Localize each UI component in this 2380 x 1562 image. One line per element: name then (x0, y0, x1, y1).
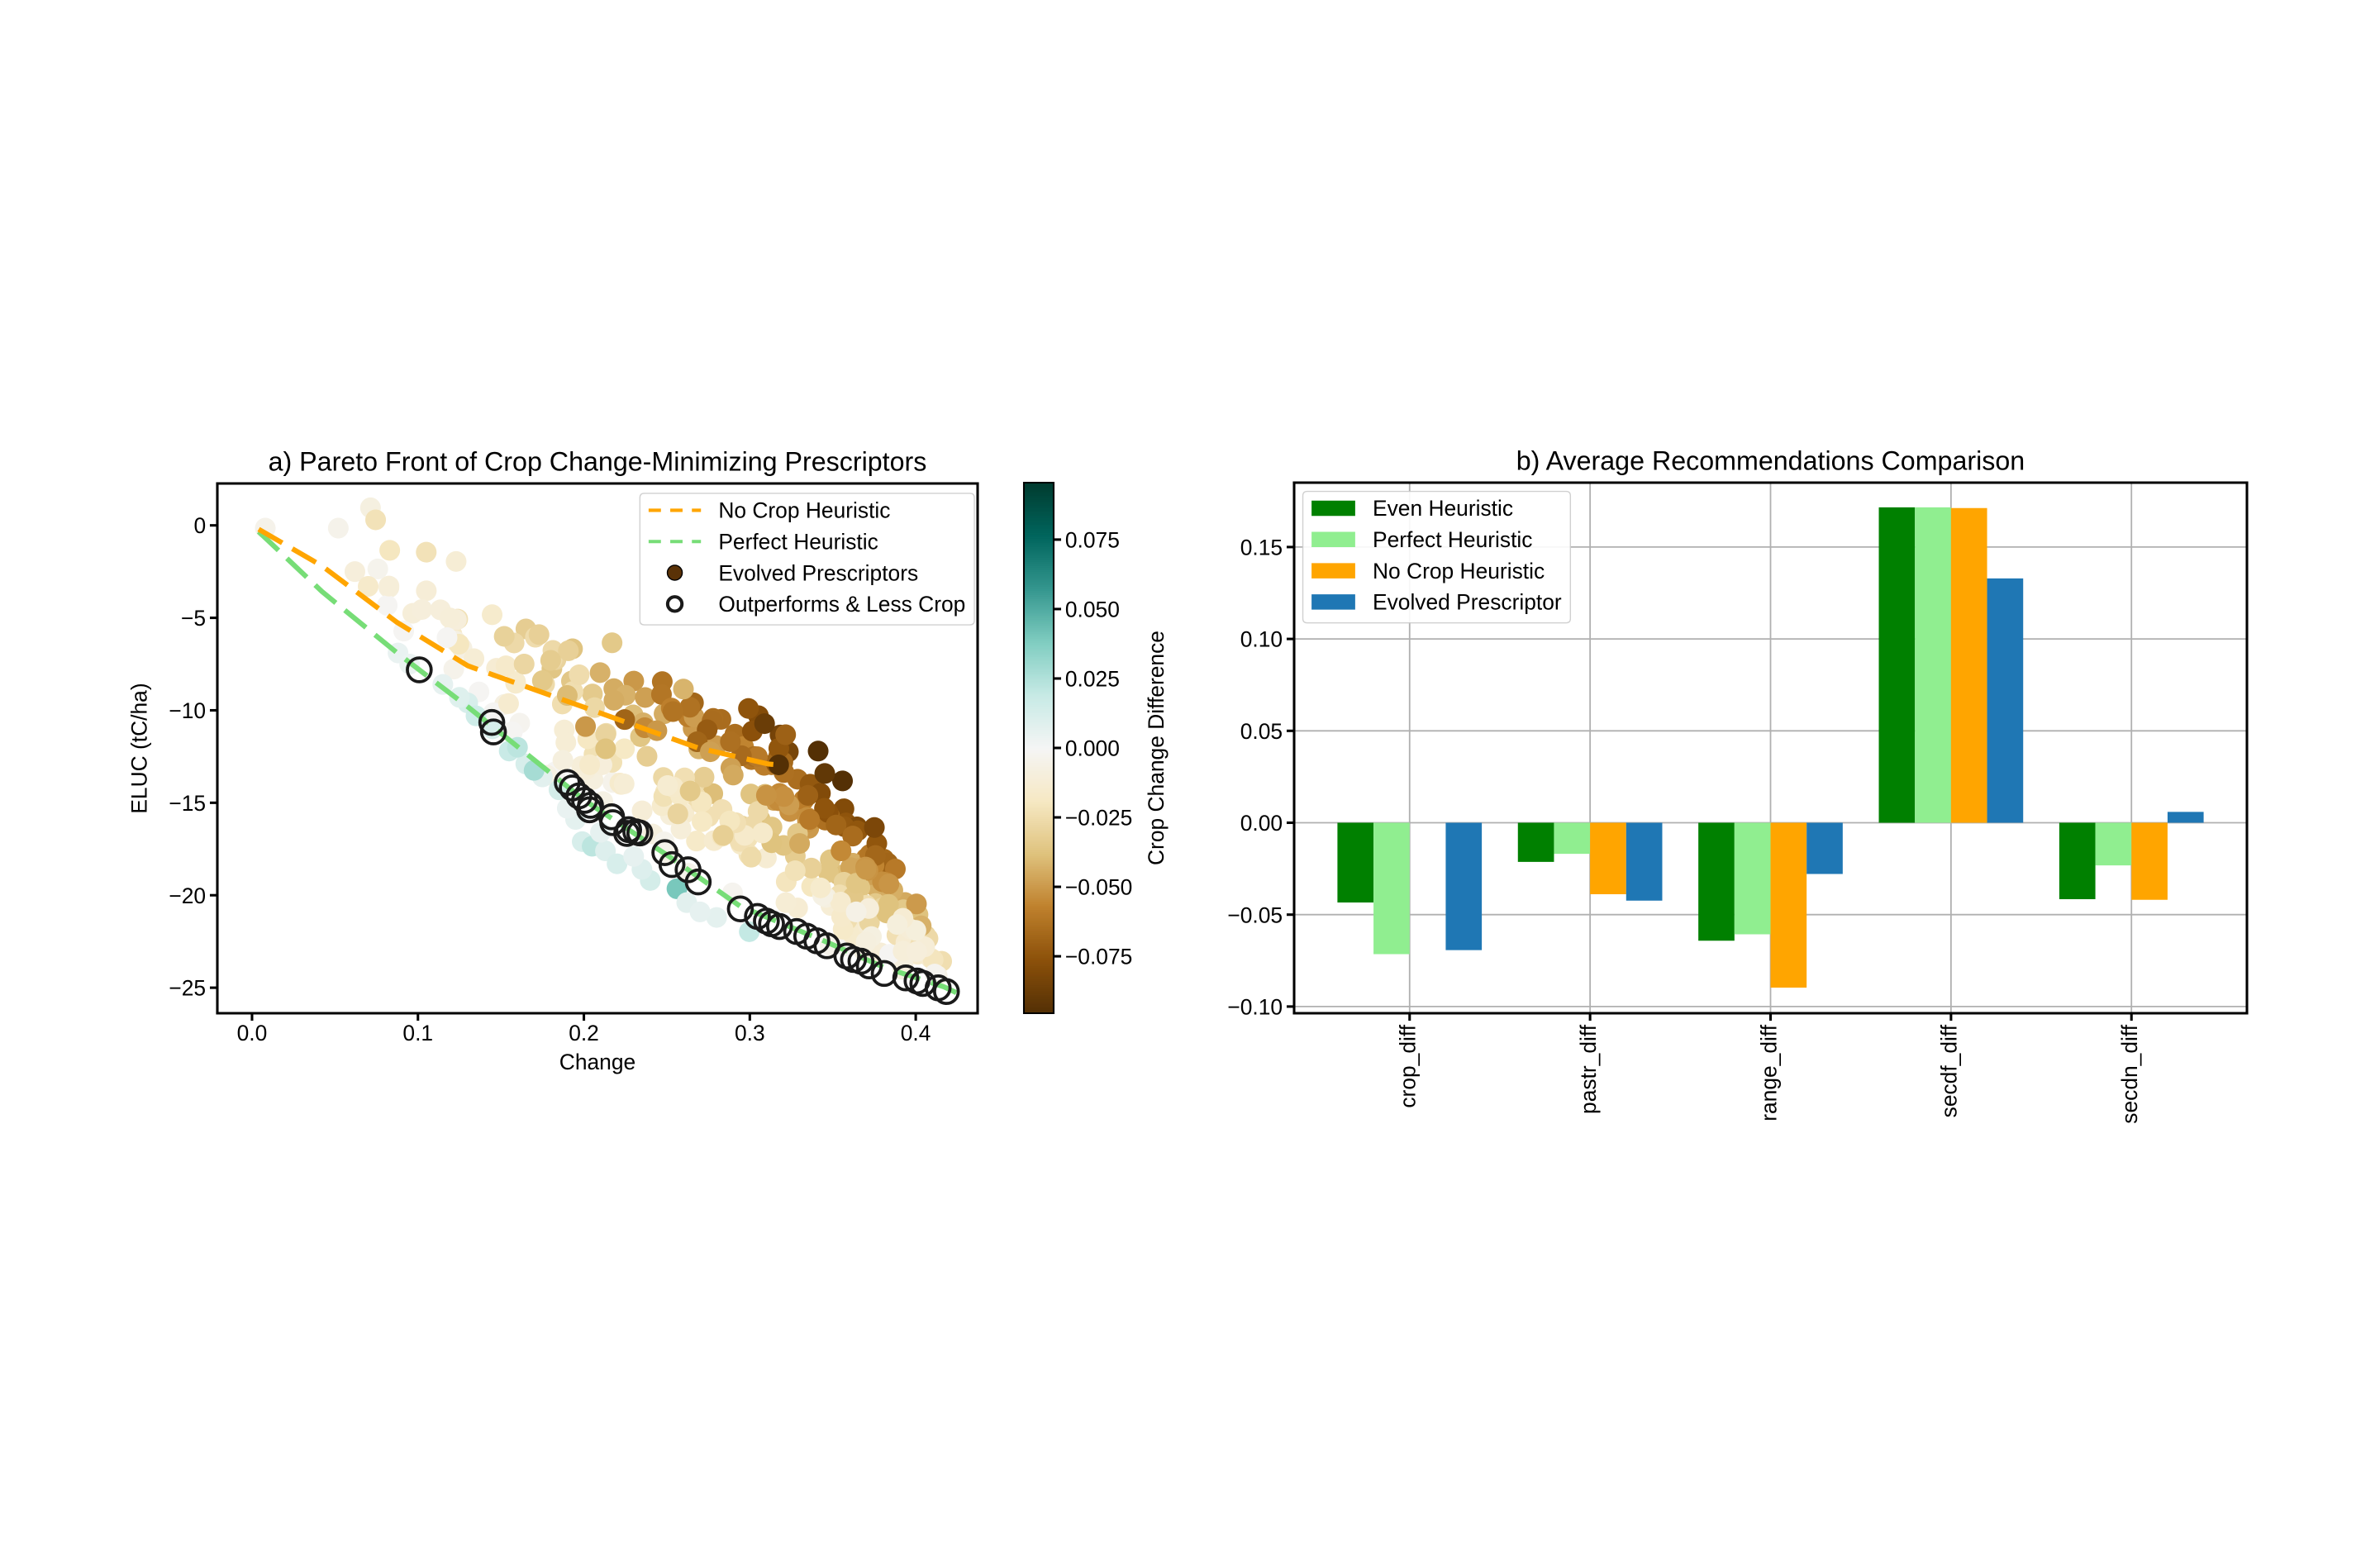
svg-text:a) Pareto Front of Crop Change: a) Pareto Front of Crop Change-Minimizin… (269, 447, 927, 477)
svg-text:Outperforms & Less Crop: Outperforms & Less Crop (718, 592, 965, 617)
svg-text:0.3: 0.3 (735, 1021, 765, 1045)
svg-text:Even Heuristic: Even Heuristic (1373, 496, 1513, 521)
svg-text:0.05: 0.05 (1240, 719, 1283, 744)
svg-text:0.000: 0.000 (1065, 736, 1120, 761)
svg-text:−0.050: −0.050 (1065, 875, 1132, 900)
svg-text:−0.05: −0.05 (1227, 902, 1283, 927)
svg-text:range_diff: range_diff (1756, 1024, 1781, 1121)
svg-text:0.4: 0.4 (901, 1021, 931, 1045)
svg-text:−20: −20 (169, 883, 206, 908)
svg-text:No Crop Heuristic: No Crop Heuristic (718, 498, 890, 523)
svg-text:−10: −10 (169, 698, 206, 723)
svg-text:−5: −5 (181, 606, 206, 631)
svg-text:Evolved Prescriptor: Evolved Prescriptor (1373, 590, 1562, 615)
svg-text:Crop Change Difference: Crop Change Difference (1144, 631, 1169, 865)
svg-text:0.1: 0.1 (402, 1021, 433, 1045)
svg-text:0.00: 0.00 (1240, 811, 1283, 836)
svg-text:0.10: 0.10 (1240, 627, 1283, 652)
svg-text:0.2: 0.2 (569, 1021, 599, 1045)
svg-text:−0.10: −0.10 (1227, 994, 1283, 1019)
svg-text:Change: Change (559, 1050, 635, 1074)
svg-text:b) Average Recommendations Com: b) Average Recommendations Comparison (1516, 446, 2025, 476)
svg-text:0.0: 0.0 (237, 1021, 268, 1045)
svg-text:Evolved Prescriptors: Evolved Prescriptors (718, 560, 918, 585)
svg-text:No Crop Heuristic: No Crop Heuristic (1373, 559, 1545, 583)
svg-text:0: 0 (193, 513, 206, 538)
svg-text:0.15: 0.15 (1240, 535, 1283, 560)
svg-text:0.025: 0.025 (1065, 667, 1120, 692)
svg-text:−0.025: −0.025 (1065, 806, 1132, 831)
svg-text:ELUC (tC/ha): ELUC (tC/ha) (126, 683, 151, 813)
svg-text:crop_diff: crop_diff (1396, 1024, 1421, 1107)
svg-text:secdf_diff: secdf_diff (1937, 1024, 1962, 1117)
svg-text:Perfect Heuristic: Perfect Heuristic (718, 529, 878, 554)
svg-text:secdn_diff: secdn_diff (2117, 1024, 2142, 1123)
svg-text:Perfect Heuristic: Perfect Heuristic (1373, 527, 1532, 552)
svg-text:0.075: 0.075 (1065, 527, 1120, 552)
svg-text:0.050: 0.050 (1065, 597, 1120, 621)
svg-text:−0.075: −0.075 (1065, 945, 1132, 969)
svg-text:pastr_diff: pastr_diff (1576, 1024, 1601, 1114)
svg-text:−15: −15 (169, 791, 206, 816)
svg-text:−25: −25 (169, 976, 206, 1001)
